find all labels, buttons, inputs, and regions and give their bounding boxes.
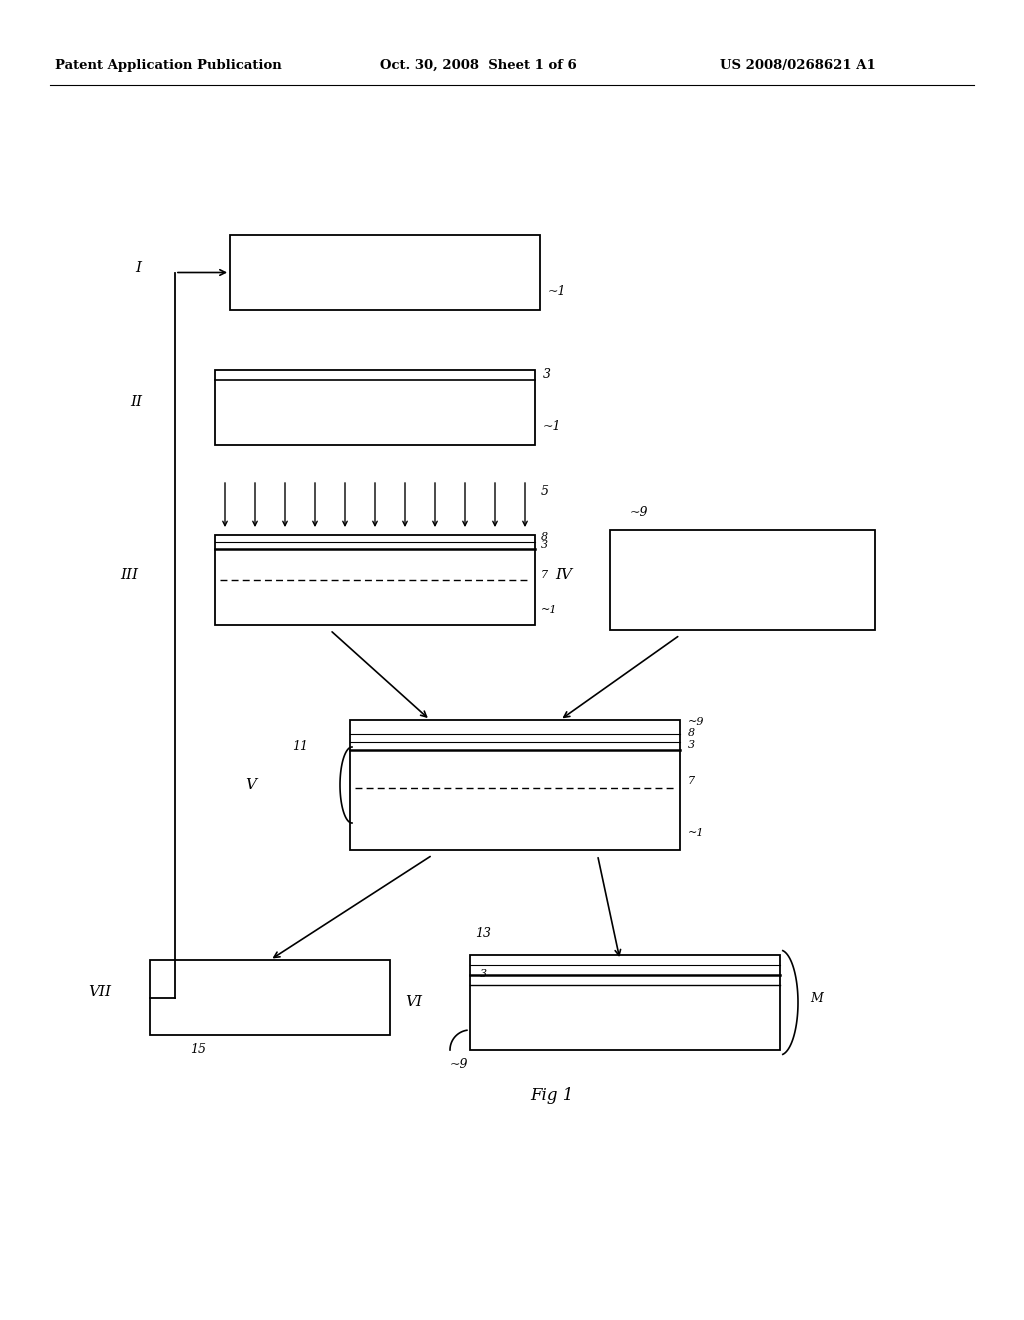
Text: II: II — [130, 396, 142, 409]
Text: ~9: ~9 — [630, 506, 648, 519]
Text: M: M — [810, 993, 822, 1006]
Text: VI: VI — [406, 995, 422, 1010]
Text: Oct. 30, 2008  Sheet 1 of 6: Oct. 30, 2008 Sheet 1 of 6 — [380, 58, 577, 71]
Text: 3: 3 — [543, 368, 551, 381]
Text: 8: 8 — [688, 729, 695, 738]
Text: III: III — [120, 568, 138, 582]
Text: ~9: ~9 — [450, 1059, 469, 1071]
Bar — [215, 370, 535, 445]
Text: ~1: ~1 — [541, 605, 557, 615]
Text: 7: 7 — [688, 776, 695, 785]
Bar — [470, 954, 780, 1049]
Bar — [230, 235, 540, 310]
Text: ~1: ~1 — [543, 420, 561, 433]
Bar — [350, 719, 680, 850]
Text: 3: 3 — [480, 969, 487, 979]
Text: 13: 13 — [475, 927, 490, 940]
Text: IV: IV — [555, 568, 572, 582]
Text: 3: 3 — [688, 741, 695, 750]
Text: ~1: ~1 — [688, 828, 705, 838]
Text: Fig 1: Fig 1 — [530, 1086, 573, 1104]
Text: 15: 15 — [190, 1043, 206, 1056]
Bar — [610, 531, 874, 630]
Text: Patent Application Publication: Patent Application Publication — [55, 58, 282, 71]
Text: ~1: ~1 — [548, 285, 566, 298]
Text: ~9: ~9 — [688, 717, 705, 727]
Text: 11: 11 — [292, 741, 308, 752]
Bar — [215, 535, 535, 624]
Bar — [150, 960, 390, 1035]
Text: I: I — [135, 260, 141, 275]
Text: V: V — [245, 777, 256, 792]
Text: 5: 5 — [541, 484, 549, 498]
Text: US 2008/0268621 A1: US 2008/0268621 A1 — [720, 58, 876, 71]
Text: VII: VII — [88, 986, 111, 999]
Text: 8: 8 — [541, 532, 548, 543]
Text: 7: 7 — [541, 570, 548, 579]
Text: 3: 3 — [541, 540, 548, 550]
